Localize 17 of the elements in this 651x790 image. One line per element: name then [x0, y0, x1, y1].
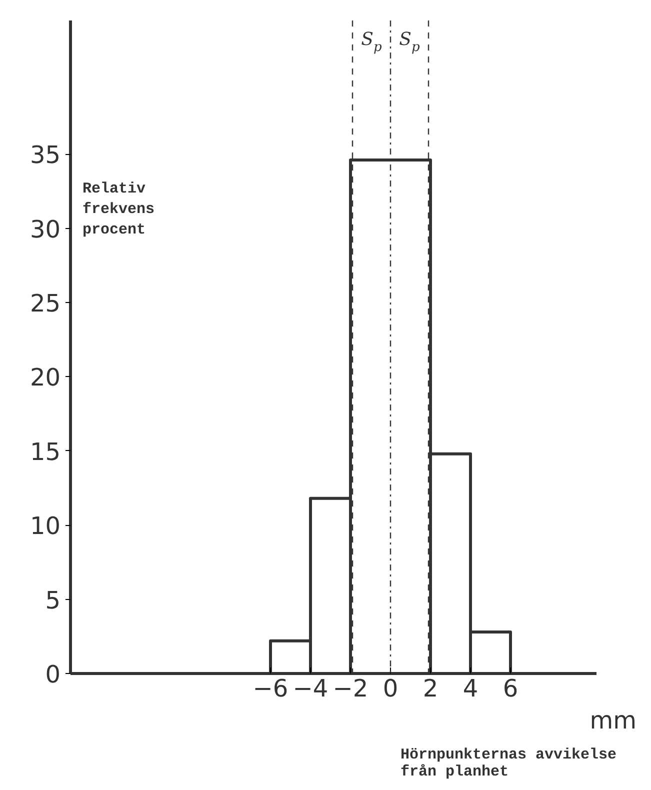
x-tick-label: −2 [332, 674, 368, 702]
x-tick-label: −4 [292, 674, 328, 702]
y-tick-label: 15 [30, 438, 61, 466]
y-tick-label: 25 [30, 289, 61, 318]
x-tick-label: 4 [462, 674, 478, 702]
y-tick-label: 10 [30, 512, 61, 540]
y-axis-title: Relativ frekvens procent [82, 180, 155, 238]
x-tick-label: −6 [252, 674, 288, 702]
x-tick-label: 2 [422, 674, 438, 702]
x-tick-label: 6 [502, 674, 518, 702]
x-tick-label: 0 [382, 674, 398, 702]
y-tick-label: 20 [30, 364, 61, 392]
y-tick-label: 5 [45, 586, 61, 614]
text: mm [590, 706, 637, 734]
y-tick-label: 35 [30, 141, 61, 170]
y-tick-label: 30 [30, 215, 61, 244]
x-axis-title: Hörnpunkternas avvikelse från planhet [400, 746, 617, 780]
